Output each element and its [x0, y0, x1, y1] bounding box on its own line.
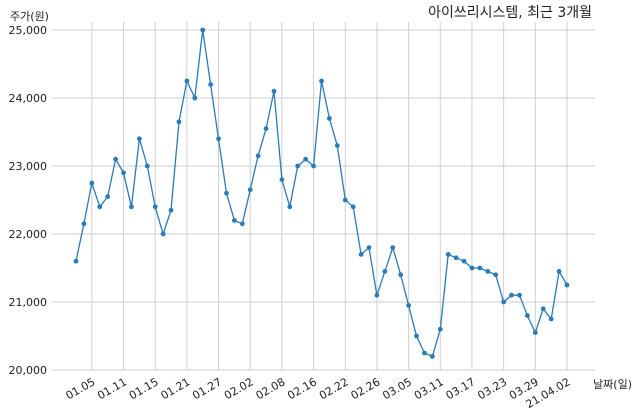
y-tick-label: 25,000: [9, 24, 48, 37]
data-point: [121, 170, 126, 176]
y-tick-label: 22,000: [9, 228, 48, 241]
data-point: [184, 78, 190, 84]
data-point: [374, 292, 380, 298]
data-point: [192, 95, 198, 101]
data-point: [382, 269, 388, 274]
x-tick-label: 02.16: [285, 375, 319, 402]
data-point: [113, 156, 118, 162]
data-point: [129, 204, 134, 210]
data-point: [469, 265, 475, 271]
y-tick-label: 21,000: [9, 296, 48, 309]
y-tick-label: 20,000: [9, 364, 48, 377]
data-point: [390, 245, 396, 251]
data-point: [461, 258, 467, 264]
data-point: [105, 194, 111, 200]
x-tick-label: 02.02: [222, 375, 256, 402]
data-point: [152, 204, 158, 210]
y-tick-label: 24,000: [9, 92, 48, 105]
data-point: [532, 330, 538, 335]
data-point: [429, 354, 435, 359]
data-point: [453, 255, 459, 261]
data-point: [350, 204, 356, 210]
data-point: [231, 218, 237, 223]
data-point: [548, 316, 554, 322]
data-point: [477, 265, 483, 271]
data-point: [311, 163, 316, 169]
data-point: [556, 269, 562, 274]
data-point: [89, 180, 95, 186]
data-point: [501, 299, 507, 305]
data-point: [303, 156, 309, 162]
data-point: [342, 197, 348, 203]
x-tick-label: 01.05: [64, 375, 98, 402]
data-point: [160, 231, 166, 237]
data-point: [358, 252, 364, 257]
data-point: [208, 82, 214, 87]
x-tick-label: 01.27: [190, 375, 224, 402]
data-point: [73, 258, 79, 264]
data-point: [97, 204, 103, 210]
data-point: [255, 153, 261, 159]
data-point: [493, 272, 499, 278]
x-tick-label: 01.15: [127, 375, 161, 402]
x-tick-label: 01.11: [95, 375, 129, 402]
data-point: [200, 27, 206, 33]
data-point: [287, 204, 293, 210]
data-point: [406, 303, 412, 308]
x-tick-label: 02.26: [349, 375, 383, 402]
x-axis-label: 날짜(일): [593, 378, 632, 391]
data-point: [263, 126, 269, 131]
y-tick-label: 23,000: [9, 160, 48, 173]
data-point: [509, 292, 514, 298]
y-axis-label: 주가(원): [10, 10, 49, 23]
x-tick-label: 03.23: [475, 375, 509, 402]
x-tick-label: 02.22: [317, 375, 351, 402]
x-tick-label: 01.21: [159, 375, 193, 402]
data-point: [271, 88, 277, 94]
data-point: [327, 116, 332, 121]
data-point: [168, 207, 174, 213]
data-point: [485, 269, 491, 274]
data-point: [445, 252, 451, 257]
data-point: [398, 272, 404, 278]
x-tick-label: 03.05: [380, 375, 414, 402]
data-point: [247, 187, 253, 193]
data-point: [564, 282, 570, 288]
data-point: [144, 163, 150, 169]
x-tick-label: 02.08: [254, 375, 288, 402]
data-point: [366, 245, 372, 251]
data-point: [525, 313, 530, 318]
data-point: [239, 221, 245, 227]
x-tick-label: 03.11: [412, 375, 446, 402]
data-point: [334, 143, 340, 149]
chart-title: 아이쓰리시스템, 최근 3개월: [428, 5, 592, 21]
data-point: [295, 163, 301, 169]
data-point: [176, 119, 182, 125]
data-point: [517, 292, 522, 298]
data-point: [224, 190, 229, 196]
data-point: [319, 78, 324, 84]
data-point: [81, 221, 87, 227]
data-point: [279, 177, 285, 183]
x-tick-label: 03.17: [444, 375, 478, 402]
data-point: [540, 306, 546, 312]
data-point: [216, 136, 221, 142]
data-point: [414, 333, 419, 339]
data-point: [136, 136, 142, 142]
data-point: [437, 326, 443, 332]
data-point: [422, 350, 427, 356]
